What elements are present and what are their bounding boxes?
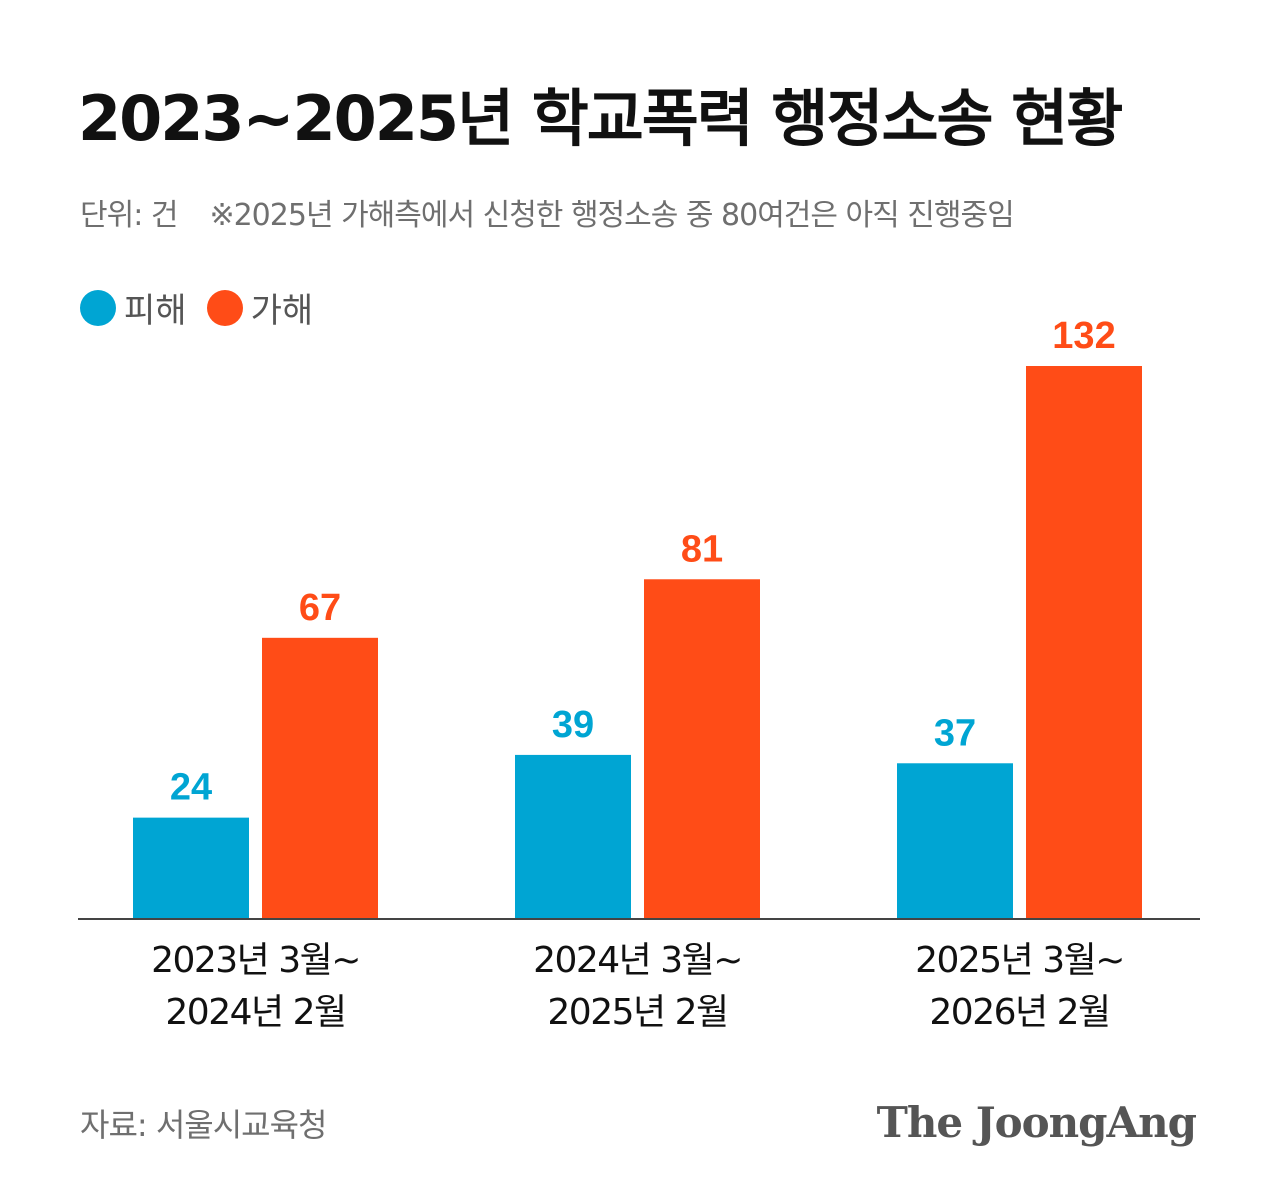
legend-label-perpetrator: 가해 [250, 291, 314, 331]
bar-perpetrator-3 [1026, 366, 1142, 918]
data-label-perpetrator-3: 132 [1052, 315, 1115, 357]
data-label-perpetrator-1: 67 [299, 587, 341, 629]
unit-label: 단위: 건 [80, 198, 178, 233]
category-label-2-line-2: 2025년 2월 [547, 992, 727, 1033]
category-label-1-line-1: 2023년 3월~ [151, 940, 360, 981]
data-label-victim-3: 37 [934, 712, 976, 754]
bar-victim-2 [515, 754, 631, 918]
brand-logo: The JoongAng [876, 1098, 1197, 1147]
source-credit: 자료: 서울시교육청 [80, 1106, 327, 1144]
category-label-3-line-2: 2026년 2월 [929, 992, 1109, 1033]
category-label-1-line-2: 2024년 2월 [165, 992, 345, 1033]
legend-item-victim: 피해 [80, 283, 187, 332]
legend-item-perpetrator: 가해 [206, 283, 314, 332]
chart-legend: 피해 가해 [80, 283, 333, 332]
chart-note: ※2025년 가해측에서 신청한 행정소송 중 80여건은 아직 진행중임 [209, 198, 1014, 233]
legend-dot-perpetrator [206, 289, 243, 326]
bar-perpetrator-2 [644, 579, 760, 918]
bar-chart: 24 67 2023년 3월~ 2024년 2월 39 81 2024년 3월~ 2025년 … [78, 315, 1200, 1033]
legend-dot-victim [80, 289, 116, 326]
page-title: 2023~2025년 학교폭력 행정소송 현황 [78, 82, 1123, 155]
data-label-victim-1: 24 [170, 767, 212, 809]
data-label-perpetrator-2: 81 [681, 528, 723, 570]
chart-subtitle: 단위: 건 ※2025년 가해측에서 신청한 행정소송 중 80여건은 아직 진행… [80, 190, 1015, 234]
bar-victim-1 [133, 817, 249, 918]
bar-perpetrator-1 [262, 637, 378, 918]
data-label-victim-2: 39 [552, 704, 594, 746]
category-label-3-line-1: 2025년 3월~ [915, 940, 1124, 981]
bar-victim-3 [897, 763, 1013, 918]
category-label-2-line-1: 2024년 3월~ [533, 940, 742, 981]
legend-label-victim: 피해 [124, 291, 187, 331]
